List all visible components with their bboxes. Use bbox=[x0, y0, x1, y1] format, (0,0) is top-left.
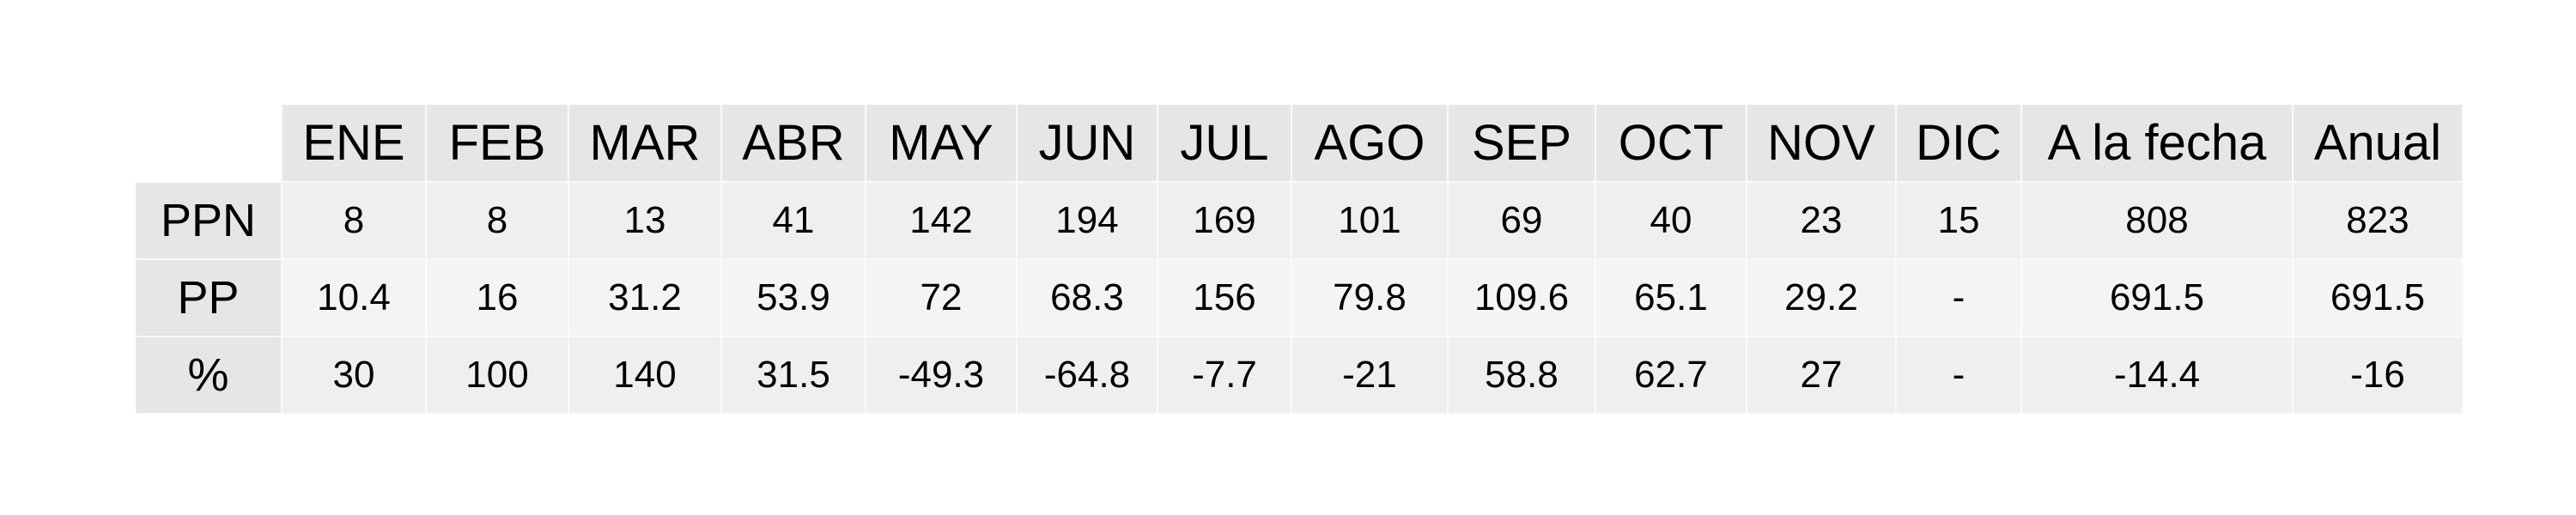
column-header: NOV bbox=[1747, 105, 1897, 183]
table-cell: -21 bbox=[1291, 336, 1449, 415]
column-header: Anual bbox=[2293, 105, 2464, 183]
table-cell: 27 bbox=[1747, 336, 1897, 415]
table-cell: 8 bbox=[426, 182, 569, 260]
table-cell: 31.2 bbox=[568, 259, 722, 337]
table-cell: 8 bbox=[282, 182, 427, 260]
column-header: AGO bbox=[1291, 105, 1449, 183]
table-cell: -49.3 bbox=[866, 336, 1018, 415]
table-corner-cell bbox=[136, 105, 283, 183]
table-cell: 40 bbox=[1595, 182, 1747, 260]
column-header: MAY bbox=[866, 105, 1018, 183]
table-cell: 691.5 bbox=[2293, 259, 2464, 337]
column-header: JUN bbox=[1017, 105, 1158, 183]
row-label: PP bbox=[136, 259, 283, 337]
row-label: PPN bbox=[136, 182, 283, 260]
table-cell: 69 bbox=[1448, 182, 1596, 260]
table-row-percent: % 30 100 140 31.5 -49.3 -64.8 -7.7 -21 5… bbox=[136, 336, 2464, 415]
table-cell: 23 bbox=[1747, 182, 1897, 260]
table-cell: -64.8 bbox=[1017, 336, 1158, 415]
table-cell: 31.5 bbox=[721, 336, 866, 415]
table-cell: 808 bbox=[2021, 182, 2293, 260]
table-cell: 169 bbox=[1157, 182, 1292, 260]
row-label: % bbox=[136, 336, 283, 415]
table-cell: 53.9 bbox=[721, 259, 866, 337]
table-cell: - bbox=[1896, 336, 2022, 415]
table-cell: 10.4 bbox=[282, 259, 427, 337]
table-cell: 823 bbox=[2293, 182, 2464, 260]
table-cell: 79.8 bbox=[1291, 259, 1449, 337]
column-header: MAR bbox=[568, 105, 722, 183]
table-cell: -14.4 bbox=[2021, 336, 2293, 415]
table-cell: 101 bbox=[1291, 182, 1449, 260]
precipitation-table: ENE FEB MAR ABR MAY JUN JUL AGO SEP OCT … bbox=[136, 105, 2464, 415]
table-cell: - bbox=[1896, 259, 2022, 337]
table-cell: 691.5 bbox=[2021, 259, 2293, 337]
table-cell: 156 bbox=[1157, 259, 1292, 337]
table-cell: 58.8 bbox=[1448, 336, 1596, 415]
table-cell: 68.3 bbox=[1017, 259, 1158, 337]
table-cell: 194 bbox=[1017, 182, 1158, 260]
table-cell: 140 bbox=[568, 336, 722, 415]
column-header: SEP bbox=[1448, 105, 1596, 183]
table-cell: 142 bbox=[866, 182, 1018, 260]
table-cell: 65.1 bbox=[1595, 259, 1747, 337]
table-cell: 100 bbox=[426, 336, 569, 415]
column-header: JUL bbox=[1157, 105, 1292, 183]
column-header: OCT bbox=[1595, 105, 1747, 183]
column-header: A la fecha bbox=[2021, 105, 2293, 183]
table-cell: 16 bbox=[426, 259, 569, 337]
table-row-pp: PP 10.4 16 31.2 53.9 72 68.3 156 79.8 10… bbox=[136, 259, 2464, 337]
table-row-ppn: PPN 8 8 13 41 142 194 169 101 69 40 23 1… bbox=[136, 182, 2464, 260]
table-cell: 62.7 bbox=[1595, 336, 1747, 415]
table-cell: 72 bbox=[866, 259, 1018, 337]
table-cell: 13 bbox=[568, 182, 722, 260]
table-cell: 41 bbox=[721, 182, 866, 260]
table-cell: 30 bbox=[282, 336, 427, 415]
column-header: FEB bbox=[426, 105, 569, 183]
column-header: ABR bbox=[721, 105, 866, 183]
column-header: DIC bbox=[1896, 105, 2022, 183]
table-cell: -7.7 bbox=[1157, 336, 1292, 415]
column-header: ENE bbox=[282, 105, 427, 183]
table-cell: -16 bbox=[2293, 336, 2464, 415]
header-row: ENE FEB MAR ABR MAY JUN JUL AGO SEP OCT … bbox=[136, 105, 2464, 183]
table-cell: 109.6 bbox=[1448, 259, 1596, 337]
table-cell: 29.2 bbox=[1747, 259, 1897, 337]
table-cell: 15 bbox=[1896, 182, 2022, 260]
